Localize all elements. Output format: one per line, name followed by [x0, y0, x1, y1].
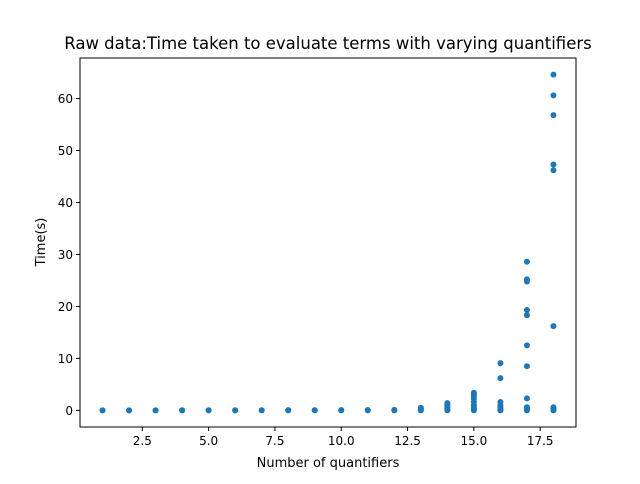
- y-axis-label: Time(s): [34, 218, 49, 268]
- data-point: [417, 404, 424, 411]
- data-points: [99, 71, 557, 414]
- data-point: [391, 406, 398, 413]
- x-tick-label: 7.5: [265, 434, 284, 448]
- data-point: [523, 404, 530, 411]
- data-point: [523, 395, 530, 402]
- data-point: [99, 407, 106, 414]
- x-axis-label: Number of quantifiers: [257, 456, 400, 471]
- x-tick-label: 12.5: [394, 434, 421, 448]
- data-point: [550, 323, 557, 330]
- data-point: [470, 389, 477, 396]
- data-point: [550, 71, 557, 78]
- chart-title: Raw data:Time taken to evaluate terms wi…: [64, 34, 592, 53]
- data-point: [550, 167, 557, 174]
- x-axis-ticks: 2.5 5.0 7.5 10.0 12.5 15.0 17.5: [133, 427, 554, 448]
- data-point: [523, 307, 530, 314]
- data-point: [126, 407, 133, 414]
- data-point: [444, 400, 451, 407]
- x-tick-label: 2.5: [133, 434, 152, 448]
- data-point: [550, 404, 557, 411]
- data-point: [497, 375, 504, 382]
- y-tick-label: 60: [58, 92, 73, 106]
- y-tick-label: 30: [58, 248, 73, 262]
- x-tick-label: 10.0: [328, 434, 355, 448]
- data-point: [523, 342, 530, 349]
- data-point: [338, 407, 345, 414]
- data-point: [497, 399, 504, 406]
- data-point: [152, 407, 159, 414]
- data-point: [364, 406, 371, 413]
- data-point: [311, 407, 318, 414]
- y-tick-label: 40: [58, 196, 73, 210]
- y-axis-ticks: 0 10 20 30 40 50 60: [58, 92, 80, 418]
- data-point: [550, 161, 557, 168]
- data-point: [179, 407, 186, 414]
- y-tick-label: 20: [58, 300, 73, 314]
- data-point: [497, 360, 504, 367]
- data-point: [523, 312, 530, 319]
- y-tick-label: 50: [58, 144, 73, 158]
- data-point: [523, 363, 530, 370]
- data-point: [523, 276, 530, 283]
- data-point: [258, 407, 265, 414]
- y-tick-label: 10: [58, 352, 73, 366]
- data-point: [232, 407, 239, 414]
- data-point: [285, 407, 292, 414]
- data-point: [205, 407, 212, 414]
- y-tick-label: 0: [65, 404, 73, 418]
- plot-frame: [79, 57, 577, 428]
- data-point: [550, 112, 557, 119]
- data-point: [523, 258, 530, 265]
- x-tick-label: 5.0: [199, 434, 218, 448]
- data-point: [550, 92, 557, 99]
- x-tick-label: 15.0: [461, 434, 488, 448]
- x-tick-label: 17.5: [527, 434, 554, 448]
